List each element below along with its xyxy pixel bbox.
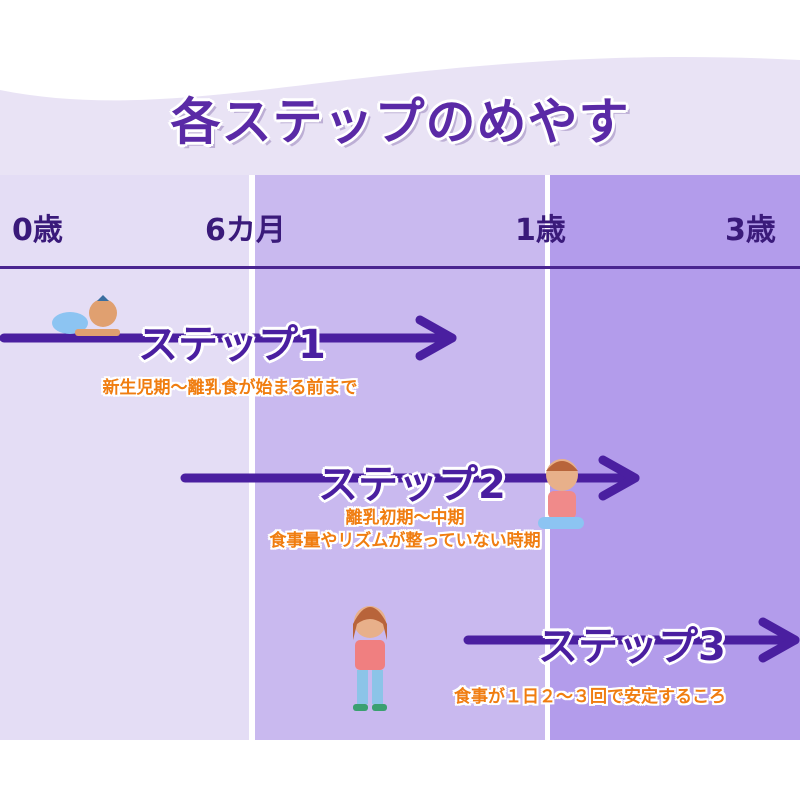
page-title: 各ステップのめやす: [170, 93, 630, 151]
step1-arrow: [0, 315, 457, 361]
timeline-axis: [0, 266, 800, 269]
step3-arrow: [463, 617, 800, 663]
step1-label: ステップ1: [138, 322, 326, 368]
step2-description-line1: 離乳初期～中期: [345, 508, 465, 528]
sitting-baby-illustration: [538, 459, 584, 529]
header-wave: [0, 57, 800, 175]
column-0-6-months: [0, 175, 249, 740]
step2-label: ステップ2: [318, 462, 506, 508]
step2-description-line2: 食事量やリズムが整っていない時期: [269, 531, 541, 551]
age-label: 6カ月: [205, 213, 286, 248]
age-label: 0歳: [12, 213, 63, 248]
age-label: 3歳: [725, 213, 776, 248]
column-1-3-years: [550, 175, 800, 740]
step3-description: 食事が１日２～３回で安定するころ: [454, 687, 726, 707]
age-label: 1歳: [515, 213, 566, 248]
standing-child-illustration: [353, 606, 387, 711]
step3-label: ステップ3: [538, 624, 726, 670]
step1-description: 新生児期～離乳食が始まる前まで: [102, 378, 358, 398]
crawling-baby-illustration: [52, 295, 120, 336]
column-6-months-1-year: [255, 175, 545, 740]
